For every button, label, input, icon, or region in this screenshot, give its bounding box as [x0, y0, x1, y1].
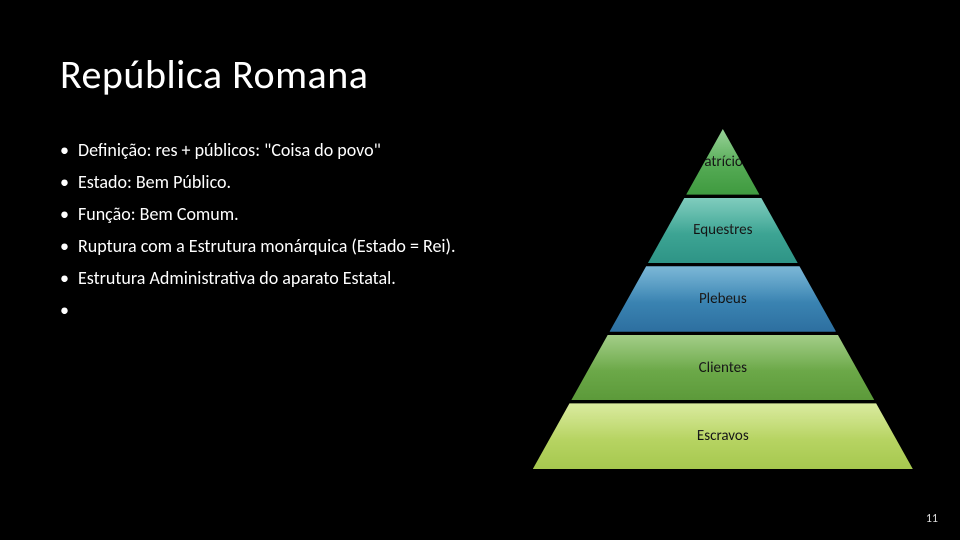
list-item — [60, 297, 536, 317]
pyramid-tier: Patrícios — [686, 129, 759, 195]
pyramid-diagram: Patrícios Equestres Plebeus Clientes Escravo… — [546, 129, 900, 469]
pyramid-tier: Plebeus — [609, 266, 836, 332]
pyramid-tier-label: Escravos — [697, 427, 749, 445]
page-title: República Romana — [60, 50, 900, 99]
pyramid-tier-label: Patrícios — [697, 153, 749, 171]
page-number: 11 — [926, 512, 938, 526]
bullet-list: Definição: res + públicos: "Coisa do pov… — [60, 129, 536, 323]
pyramid-tier-label: Equestres — [693, 221, 752, 239]
pyramid-tier: Equestres — [648, 198, 798, 264]
pyramid-tier-label: Plebeus — [699, 290, 747, 308]
list-item: Ruptura com a Estrutura monárquica (Esta… — [60, 233, 536, 259]
content-row: Definição: res + públicos: "Coisa do pov… — [60, 129, 900, 469]
list-item: Estado: Bem Público. — [60, 169, 536, 195]
pyramid-tier: Clientes — [571, 335, 874, 401]
pyramid-tier: Escravos — [533, 403, 913, 469]
list-item: Função: Bem Comum. — [60, 201, 536, 227]
pyramid-tier-label: Clientes — [699, 359, 747, 377]
list-item: Estrutura Administrativa do aparato Esta… — [60, 265, 536, 291]
list-item: Definição: res + públicos: "Coisa do pov… — [60, 137, 536, 163]
slide: República Romana Definição: res + públic… — [0, 0, 960, 540]
